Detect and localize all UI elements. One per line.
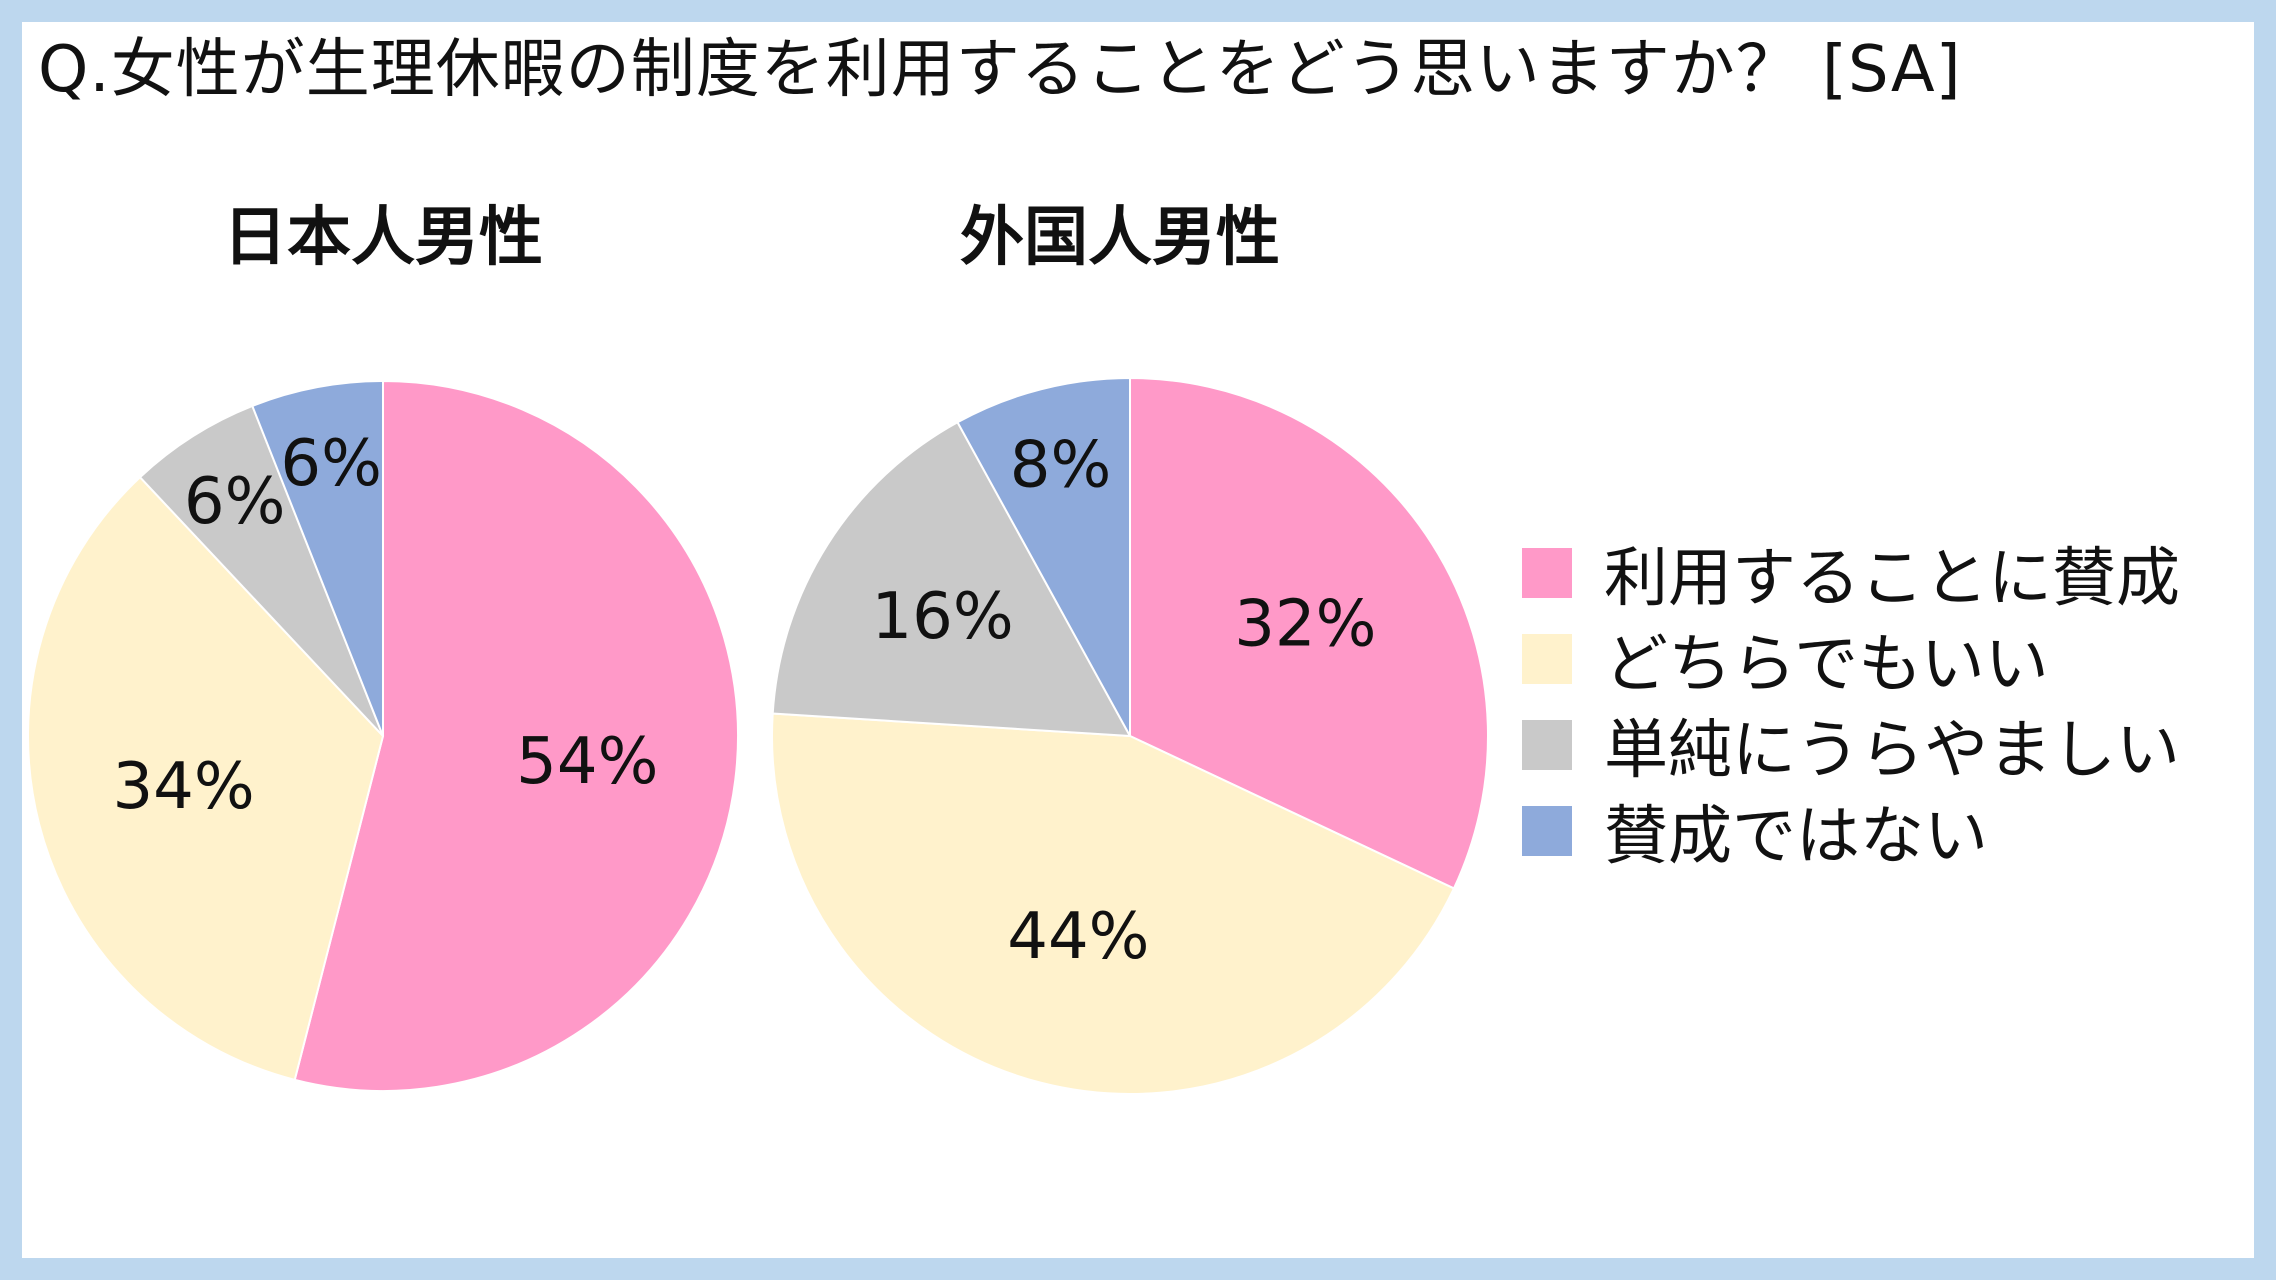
pie-slice-not-support	[251, 379, 384, 737]
pie-foreign-men: 32% 44% 16% 8%	[771, 376, 1490, 1095]
pie-slice-envious	[771, 420, 1132, 738]
pie-japanese-men: 54% 34% 6%6%	[27, 379, 739, 1092]
pie-slice-support	[293, 379, 739, 1092]
data-label-not-support: 6%	[280, 427, 382, 501]
pie-slice-envious	[138, 404, 384, 737]
legend: 利用することに賛成 どちらでもいい 単純にうらやましい 賛成ではない	[1522, 530, 2180, 874]
data-label-not-support: 8%	[1010, 429, 1112, 503]
pie-slice-indifferent	[27, 475, 385, 1082]
legend-swatch	[1522, 806, 1572, 856]
pie-slice-not-support	[956, 376, 1131, 737]
data-label-support: 32%	[1234, 588, 1376, 662]
legend-item-not-support: 賛成ではない	[1522, 788, 2180, 874]
data-label-indifferent: 34%	[112, 750, 254, 824]
chart-title: Q.女性が生理休暇の制度を利用することをどう思いますか？ [SA]	[38, 33, 1962, 107]
pie-slice-support	[1129, 376, 1490, 890]
pie-slice-indifferent	[771, 712, 1456, 1095]
legend-label: 賛成ではない	[1604, 800, 1988, 874]
data-label-envious: 16%	[871, 580, 1013, 654]
data-label-envious: 6%	[184, 465, 286, 539]
legend-item-support: 利用することに賛成	[1522, 530, 2180, 616]
legend-swatch	[1522, 548, 1572, 598]
legend-label: どちらでもいい	[1604, 628, 2049, 702]
legend-label: 利用することに賛成	[1604, 542, 2180, 616]
data-label-indifferent: 44%	[1007, 900, 1149, 974]
pie-title-japanese-men: 日本人男性	[223, 201, 543, 275]
legend-label: 単純にうらやましい	[1604, 714, 2180, 788]
legend-swatch	[1522, 634, 1572, 684]
legend-swatch	[1522, 720, 1572, 770]
data-label-support: 54%	[516, 725, 658, 799]
legend-item-envious: 単純にうらやましい	[1522, 702, 2180, 788]
legend-item-indifferent: どちらでもいい	[1522, 616, 2180, 702]
pie-title-foreign-men: 外国人男性	[960, 201, 1280, 275]
